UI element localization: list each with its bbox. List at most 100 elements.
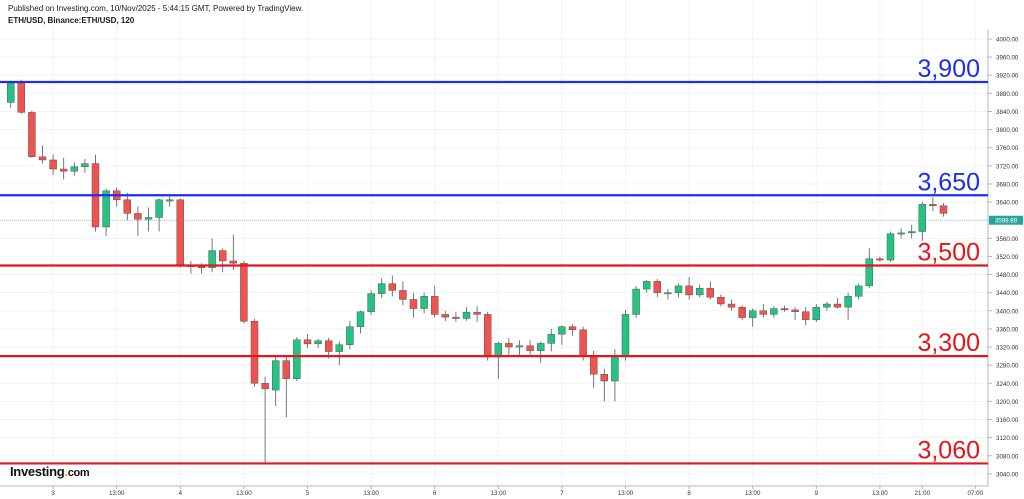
time-tick-label: 13:00 (363, 490, 379, 497)
price-tick-label: 3800.00 (996, 127, 1019, 134)
candle-body (876, 258, 884, 261)
level-label: 3,060 (917, 436, 980, 464)
candle-body (272, 360, 280, 391)
candle-body (812, 306, 820, 321)
candle-body (770, 308, 778, 315)
candle-body (325, 340, 333, 352)
candle-body (176, 199, 185, 266)
candle-body (696, 287, 704, 296)
candle-body (399, 290, 407, 300)
level-label: 3,300 (917, 329, 980, 357)
time-tick-label: 3 (51, 490, 55, 497)
level-label: 3,500 (917, 239, 980, 267)
last-price-label: 3599.89 (989, 215, 1023, 225)
price-tick-label: 3080.00 (996, 453, 1019, 460)
candle-body (441, 314, 449, 318)
candle-body (674, 285, 683, 293)
investing-logo: Investing.com (10, 464, 90, 479)
published-caption: Published on Investing.com, 10/Nov/2025 … (8, 4, 304, 13)
candle-body (38, 156, 47, 161)
candle-body (462, 311, 471, 319)
candle-body (81, 163, 89, 167)
time-tick-label: 07:00 (968, 490, 984, 497)
candle-body (409, 299, 418, 309)
candle-body (886, 233, 895, 261)
candle-body (547, 334, 555, 344)
time-tick-label: 13:00 (491, 490, 507, 497)
candle-body (70, 166, 79, 172)
candle-body (197, 266, 206, 268)
last-price-value: 3599.89 (995, 218, 1018, 225)
time-tick-label: 13:00 (872, 490, 888, 497)
candle-body (261, 383, 269, 389)
time-tick-label: 7 (560, 490, 564, 497)
candle-body (28, 112, 36, 157)
price-tick-label: 4000.00 (996, 37, 1019, 44)
candle-body (611, 354, 619, 382)
candle-body (282, 360, 290, 379)
time-tick-label: 13:00 (745, 490, 761, 497)
candle-body (802, 311, 810, 321)
candle-body (144, 217, 153, 220)
price-tick-label: 3920.00 (996, 73, 1019, 80)
candle-body (218, 250, 227, 262)
candle-body (208, 250, 216, 268)
price-tick-label: 3840.00 (996, 109, 1019, 116)
last-price-badge (989, 215, 1023, 225)
price-tick-label: 3360.00 (996, 326, 1019, 333)
candle-body (484, 314, 492, 358)
candle-body (908, 231, 916, 234)
candle-body (420, 296, 428, 309)
candle-body (346, 326, 354, 345)
candle-body (590, 355, 598, 375)
symbol-caption: ETH/USD, Binance:ETH/USD, 120 (8, 16, 135, 25)
price-levels: 3,900 3,650 3,500 3,300 3,060 (0, 55, 988, 465)
candle-body (685, 285, 693, 296)
time-tick-label: 21:00 (915, 490, 931, 497)
candle-body (759, 310, 767, 315)
candle-body (303, 339, 312, 345)
candle-body (388, 283, 396, 291)
candle-body (250, 321, 259, 384)
candle-body (452, 316, 460, 319)
candle-body (865, 258, 873, 287)
candle-body (780, 308, 789, 311)
time-tick-label: 13:00 (236, 490, 252, 497)
candle-body (505, 343, 513, 348)
candle-body (473, 311, 481, 315)
candle-body (335, 344, 343, 352)
candle-body (621, 314, 630, 356)
price-tick-label: 3760.00 (996, 145, 1019, 152)
candle-body (17, 82, 25, 113)
price-tick-label: 3560.00 (996, 236, 1019, 243)
candle-body (844, 296, 852, 308)
candle-body (6, 82, 15, 103)
candle-body (823, 303, 831, 308)
candle-body (600, 374, 608, 382)
price-axis-background (988, 0, 1024, 486)
price-tick-label: 3160.00 (996, 417, 1019, 424)
time-tick-label: 5 (306, 490, 310, 497)
time-tick-label: 6 (433, 490, 437, 497)
candle-body (939, 205, 948, 214)
candle-body (229, 260, 238, 264)
candle-body (431, 296, 439, 315)
candle-body (918, 204, 926, 232)
price-tick-label: 3880.00 (996, 91, 1019, 98)
price-tick-label: 3680.00 (996, 181, 1019, 188)
price-tick-label: 3040.00 (996, 471, 1019, 478)
logo-name: Investing (10, 464, 65, 479)
candle-body (367, 293, 375, 312)
candle-body (632, 288, 640, 315)
time-axis-ticks: 3 13:00 4 13:00 5 13:00 6 13:00 7 13:00 8 13:00 9 13:… (51, 486, 984, 497)
plot-background (0, 0, 988, 486)
candle-body (314, 340, 322, 345)
level-label: 3,650 (917, 168, 980, 196)
price-tick-label: 3240.00 (996, 381, 1019, 388)
logo-dot: . (64, 464, 68, 479)
price-tick-label: 3720.00 (996, 163, 1019, 170)
candle-body (134, 213, 142, 220)
candle-body (240, 263, 248, 322)
candle-body (293, 339, 301, 379)
